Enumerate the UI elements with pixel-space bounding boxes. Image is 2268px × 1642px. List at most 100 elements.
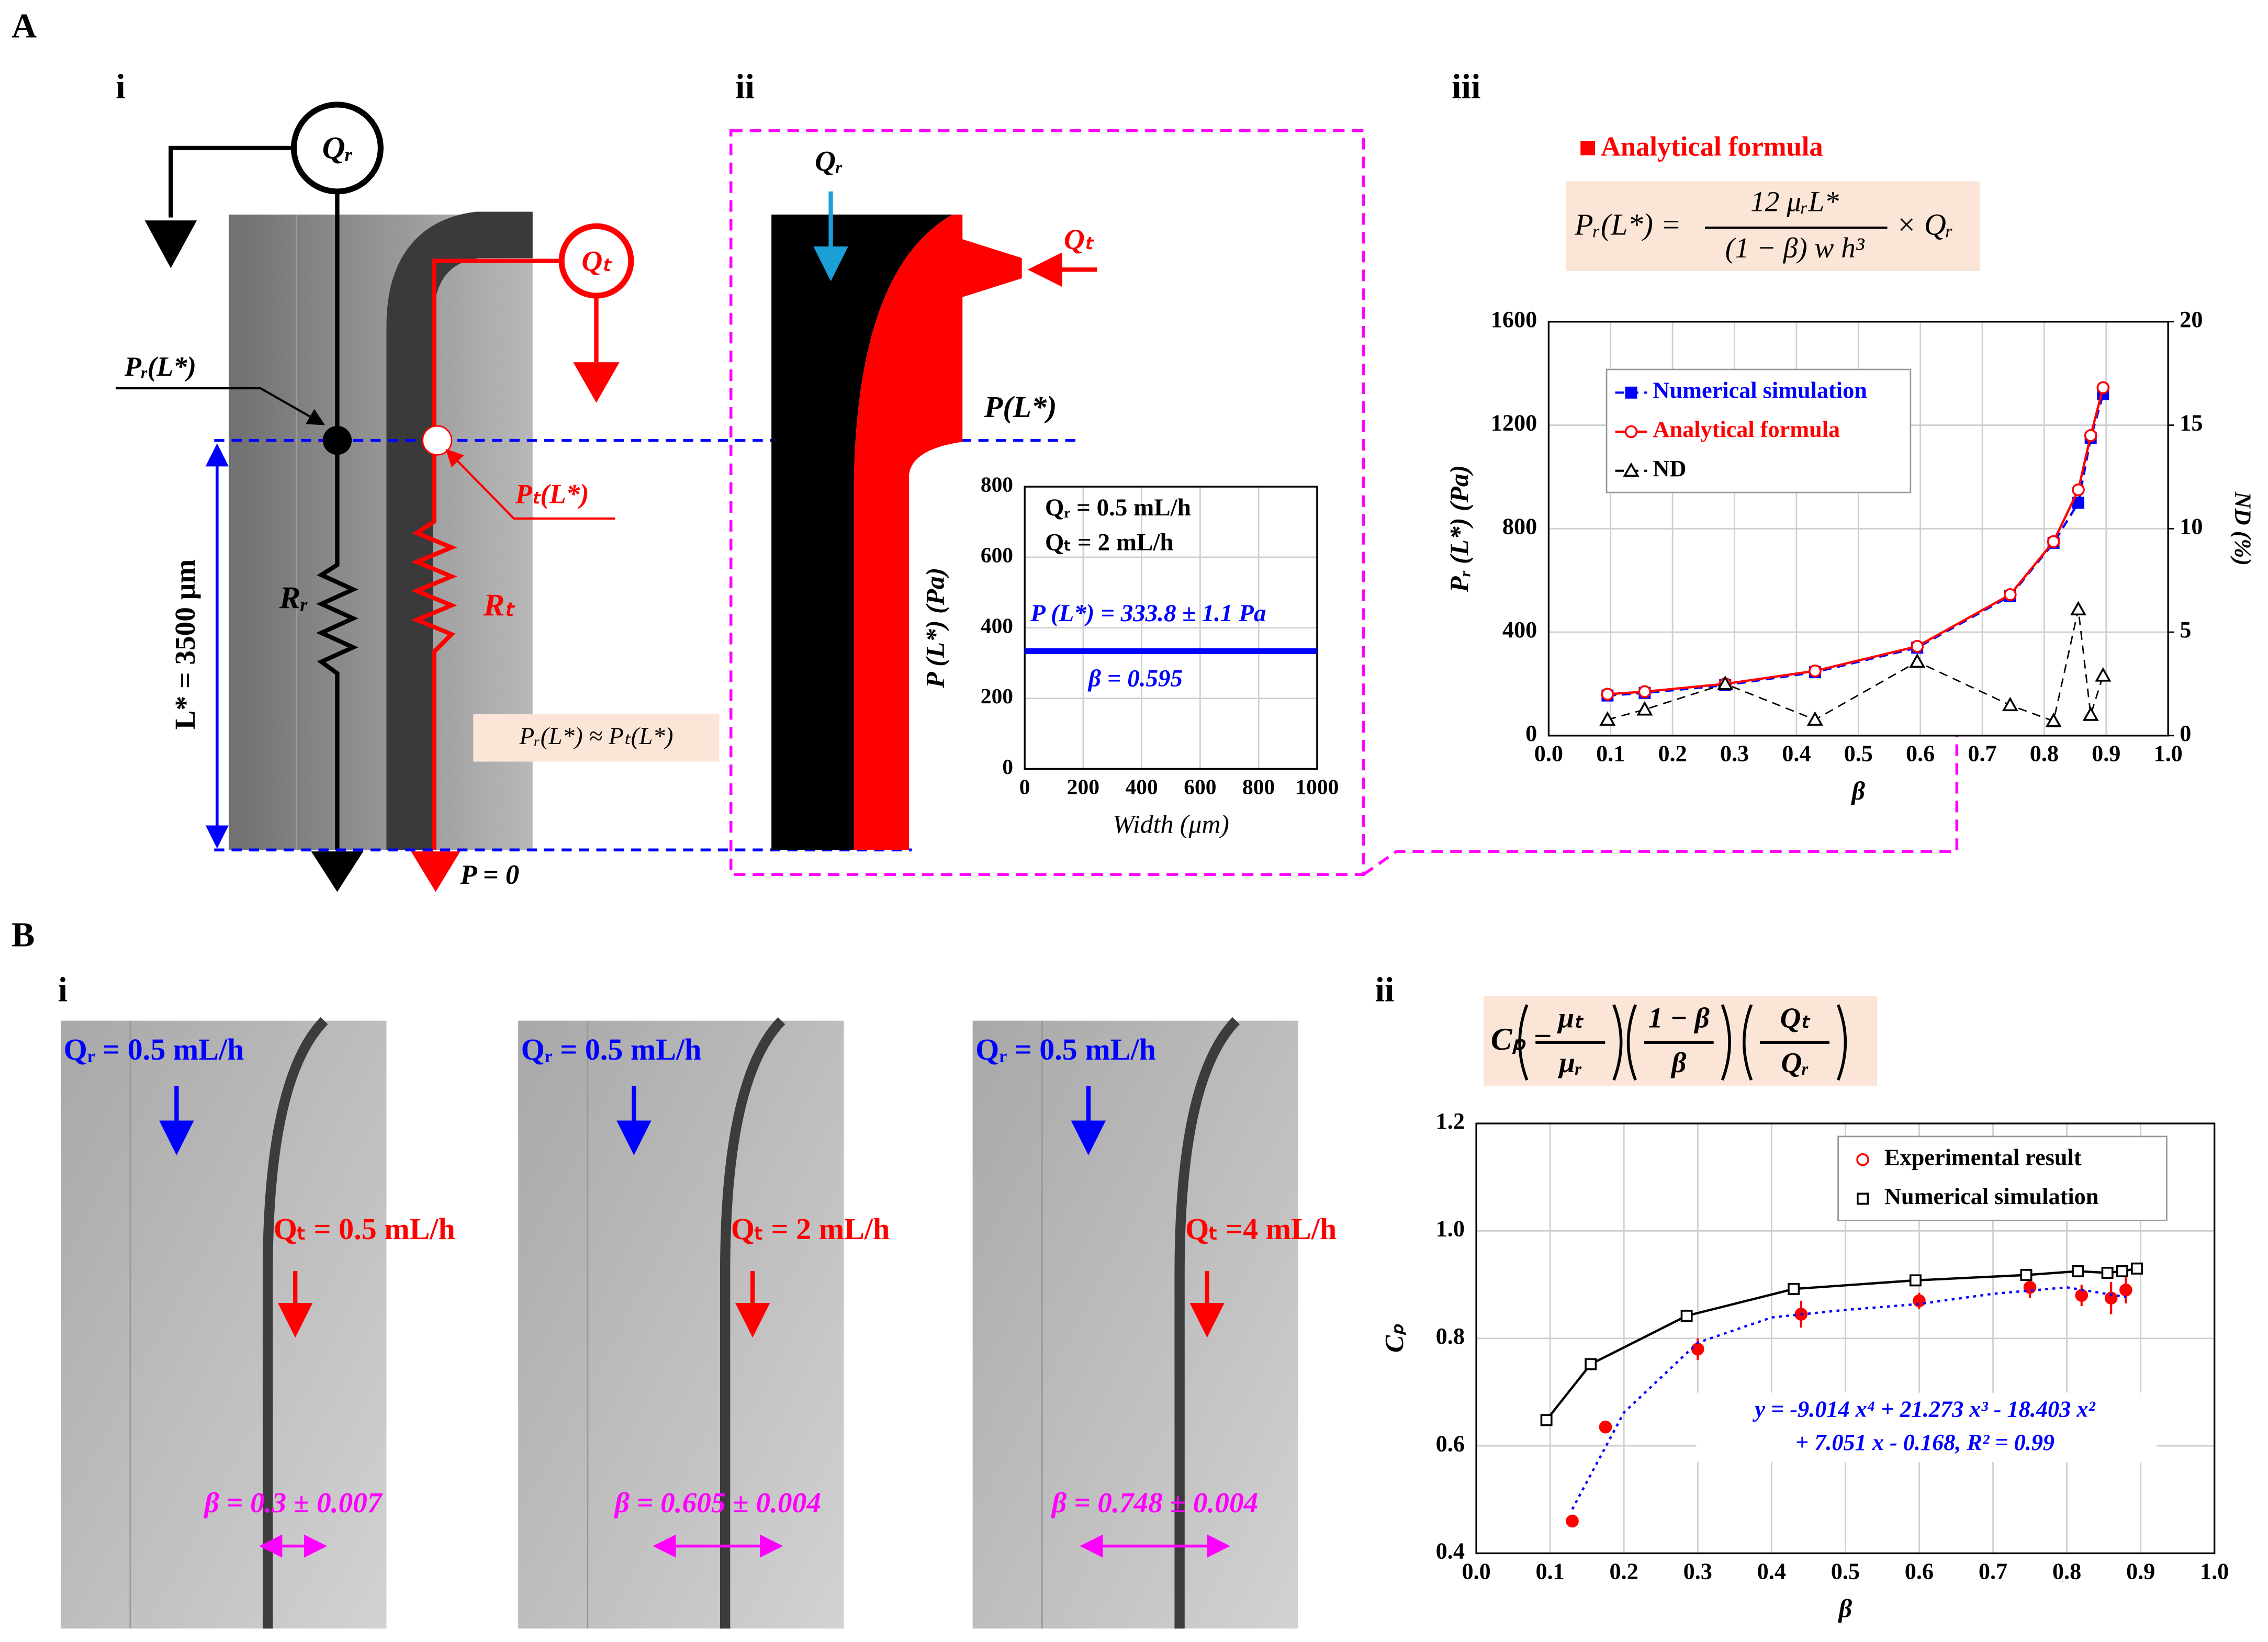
marker xyxy=(1625,386,1637,399)
outlet xyxy=(573,362,620,403)
outlet xyxy=(144,220,197,268)
beta-label: β = 0.605 ± 0.004 xyxy=(614,1487,821,1519)
legend-label: Numerical simulation xyxy=(1884,1184,2098,1209)
marker xyxy=(1540,1414,1553,1426)
marker xyxy=(1788,1283,1800,1295)
annotation: P (L*) = 333.8 ± 1.1 Pa xyxy=(1030,600,1266,627)
marker xyxy=(2116,1265,2128,1277)
label: P(L*) xyxy=(984,390,1057,424)
annotation: Qᵣ = 0.5 mL/h xyxy=(1045,494,1191,521)
marker xyxy=(2096,381,2110,395)
x-tick-label: 400 xyxy=(1126,775,1158,799)
node xyxy=(422,425,453,456)
wire xyxy=(169,145,294,218)
marker xyxy=(1599,1420,1612,1434)
x-axis-label: Width (μm) xyxy=(1113,809,1229,838)
marker xyxy=(1809,664,1822,678)
x-tick-label: 0 xyxy=(1019,775,1030,799)
zoom-frame xyxy=(729,129,1365,876)
annotation: y = -9.014 x⁴ + 21.273 x³ - 18.403 x² xyxy=(1752,1397,2096,1422)
y-tick-label: 0 xyxy=(1002,755,1013,779)
flow-label: Qᵣ = 0.5 mL/h xyxy=(521,1032,702,1066)
beta-label: β = 0.748 ± 0.004 xyxy=(1051,1487,1258,1519)
beta-label: β = 0.3 ± 0.007 xyxy=(204,1487,383,1519)
marker xyxy=(2020,1269,2033,1281)
label: Rₜ xyxy=(483,588,515,623)
marker xyxy=(1691,1342,1704,1356)
formula-box xyxy=(1566,181,1980,271)
denominator: Qᵣ xyxy=(1781,1047,1809,1078)
x-tick-label: 0.8 xyxy=(2030,741,2059,767)
series-line xyxy=(1545,1267,2137,1421)
x-tick-label: 600 xyxy=(1184,775,1216,799)
marker xyxy=(2070,601,2087,616)
x-tick-label: 0.7 xyxy=(1979,1558,2007,1584)
series-line xyxy=(1607,609,2104,722)
annotation: + 7.051 x - 0.168, R² = 0.99 xyxy=(1795,1430,2054,1455)
x-axis-label: β xyxy=(1851,777,1866,805)
formula-numerator: 12 μᵣL* xyxy=(1750,185,1839,217)
panel-label: i xyxy=(116,68,125,106)
pointer xyxy=(445,448,615,520)
marker xyxy=(2045,713,2062,727)
x-tick-label: 0.5 xyxy=(1831,1558,1860,1584)
x-tick-label: 0.0 xyxy=(1534,741,1563,767)
legend-swatch xyxy=(1580,141,1595,155)
marker xyxy=(1624,425,1638,438)
y-tick-label: 0 xyxy=(1525,721,1537,746)
marker xyxy=(2003,588,2017,601)
label: Pᵣ(L*) ≈ Pₜ(L*) xyxy=(519,723,673,750)
marker xyxy=(2095,667,2112,682)
y-tick-label: 0.8 xyxy=(1436,1323,1465,1349)
marker xyxy=(1601,688,1614,701)
micrograph xyxy=(972,1020,1298,1629)
interface xyxy=(720,1017,785,1629)
x-tick-label: 0.3 xyxy=(1720,741,1749,767)
y-tick-label: 200 xyxy=(981,684,1013,708)
x-tick-label: 0.5 xyxy=(1844,741,1873,767)
marker xyxy=(1599,711,1616,726)
paren xyxy=(1743,1004,1753,1081)
micrograph xyxy=(61,1020,387,1629)
y2-tick-label: 15 xyxy=(2180,410,2203,436)
x-tick-label: 1.0 xyxy=(2200,1558,2229,1584)
x-tick-label: 800 xyxy=(1242,775,1275,799)
panel-label: ii xyxy=(1375,971,1395,1009)
x-tick-label: 0.6 xyxy=(1906,741,1935,767)
outlet xyxy=(311,851,364,892)
zoom-link xyxy=(1362,698,1959,876)
series-line xyxy=(1571,1286,2126,1510)
y-tick-label: 400 xyxy=(1502,617,1537,643)
formula-denominator: (1 − β) w h³ xyxy=(1725,232,1865,264)
y-tick-label: 600 xyxy=(981,543,1013,567)
series-line xyxy=(1607,387,2105,695)
marker xyxy=(1680,1310,1693,1322)
x-tick-label: 0.2 xyxy=(1658,741,1687,767)
label: Qₜ xyxy=(1064,223,1095,255)
marker xyxy=(2002,696,2018,712)
marker xyxy=(2104,1291,2118,1305)
marker xyxy=(1856,1153,1869,1166)
label: Qᵣ xyxy=(815,145,843,177)
marker xyxy=(2119,1284,2132,1297)
fractions: μₜ μᵣ 1 − β β Qₜ Qᵣ xyxy=(1518,1002,1847,1081)
paren xyxy=(1836,1004,1847,1081)
numerator: μₜ xyxy=(1556,1002,1584,1033)
panel-label: i xyxy=(58,971,68,1009)
x-tick-label: 0.2 xyxy=(1610,1558,1638,1584)
legend-label: Experimental result xyxy=(1884,1144,2082,1170)
paren xyxy=(1612,1004,1623,1081)
denominator: β xyxy=(1670,1047,1686,1078)
formula-rhs: × Qᵣ xyxy=(1896,207,1953,241)
flow-label: Qₜ = 0.5 mL/h xyxy=(274,1212,455,1246)
y-tick-label: 1200 xyxy=(1491,410,1537,436)
circuit-diagram: Qᵣ Qₜ Pᵣ(L*) Pₜ(L*) Rᵣ Rₜ L* = 3500 μm P… xyxy=(116,102,1079,892)
flow-label: Qᵣ = 0.5 mL/h xyxy=(64,1032,244,1066)
equation-box xyxy=(1696,1392,2157,1463)
x-tick-label: 0.1 xyxy=(1536,1558,1565,1584)
resistor-r xyxy=(316,191,358,850)
paren xyxy=(1626,1004,1637,1081)
legend-box xyxy=(1837,1135,2168,1221)
marker xyxy=(1857,1193,1869,1205)
annotation: β = 0.595 xyxy=(1087,665,1183,692)
